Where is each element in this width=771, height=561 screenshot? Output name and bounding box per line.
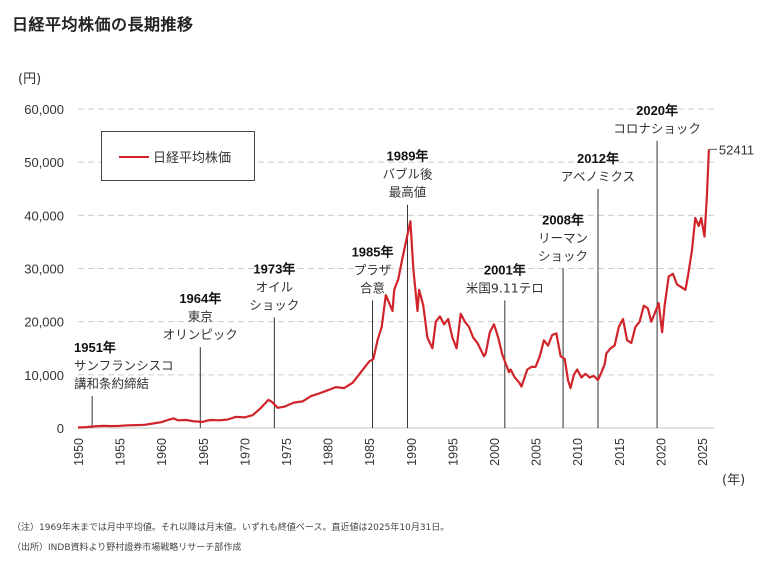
event-description: リーマン [538,231,588,246]
x-tick-label: 1970 [238,438,252,466]
x-tick-label: 1995 [446,438,460,466]
x-axis-ticks: 1950 1955 1960 1965 1970 1975 1980 1985 1990 1995… [72,438,710,466]
event-year-label: 1951年 [74,340,116,355]
footnote-note: （注）1969年末までは月中平均値。それ以降は月末値。いずれも終値ベース。直近値… [12,523,450,533]
x-tick-label: 1980 [322,438,336,466]
event-year-label: 1989年 [387,149,429,164]
event-description: ショック [538,249,588,264]
y-axis-unit-label: (円) [18,72,42,87]
event-year-label: 2012年 [577,151,619,166]
y-tick-label: 30,000 [24,262,64,277]
y-tick-label: 60,000 [24,102,64,117]
legend: 日経平均株価 [101,131,255,181]
x-tick-label: 1985 [363,438,377,466]
x-tick-label: 2005 [530,438,544,466]
event-description: アベノミクス [561,169,635,184]
event-year-label: 2008年 [542,213,584,228]
event-description: 合意 [360,280,385,295]
chart-title: 日経平均株価の長期推移 [12,15,194,34]
event-description: 東京 [188,309,213,324]
event-description: オイル [256,279,294,294]
x-tick-label: 2000 [488,438,502,466]
y-tick-label: 40,000 [24,208,64,223]
chart-svg: 0 10,000 20,000 30,000 40,000 50,000 60,000 19… [24,102,754,466]
legend-swatch-nikkei [119,156,149,158]
y-tick-label: 10,000 [24,368,64,383]
event-year-label: 1964年 [179,291,221,306]
event-description: コロナショック [613,121,701,136]
event-description: バブル後 [382,167,433,182]
x-tick-label: 1950 [72,438,86,466]
x-tick-label: 2020 [654,438,668,466]
event-year-label: 2020年 [636,103,678,118]
last-value-label: 52411 [719,142,754,157]
y-tick-label: 0 [57,421,64,436]
x-tick-label: 2010 [571,438,585,466]
event-year-label: 2001年 [484,262,526,277]
last-value-annotation: 52411 [708,142,754,157]
event-description: プラザ [354,262,392,277]
x-tick-label: 1955 [114,438,128,466]
event-description: サンフランシスコ [74,358,174,373]
x-tick-label: 1965 [197,438,211,466]
x-tick-label: 2015 [613,438,627,466]
series-layer [77,149,710,429]
x-tick-label: 1975 [280,438,294,466]
event-year-label: 1973年 [253,261,295,276]
y-axis-ticks: 0 10,000 20,000 30,000 40,000 50,000 60,000 [24,102,64,436]
event-description: ショック [249,297,299,312]
event-description: 米国9.11テロ [466,280,544,295]
x-tick-label: 1960 [155,438,169,466]
event-description: 最高値 [389,185,427,200]
event-description: オリンピック [163,327,238,342]
x-tick-label: 1990 [405,438,419,466]
event-year-label: 1985年 [352,244,394,259]
x-axis-unit-label: (年) [722,473,746,488]
y-tick-label: 50,000 [24,155,64,170]
y-tick-label: 20,000 [24,315,64,330]
event-description: 講和条約締結 [74,376,149,391]
x-tick-label: 2025 [696,438,710,466]
legend-label-nikkei: 日経平均株価 [153,151,232,166]
footnote-source: （出所）INDB資料より野村證券市場戦略リサーチ部作成 [12,543,242,553]
